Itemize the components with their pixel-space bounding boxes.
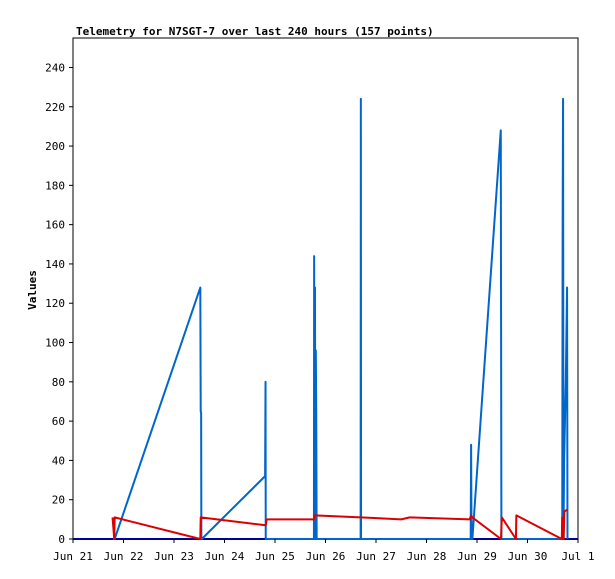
x-tick-label: Jun 29 [457, 550, 497, 563]
series-line-2 [112, 97, 569, 540]
y-tick-label: 160 [45, 219, 65, 232]
y-tick-label: 120 [45, 297, 65, 310]
x-tick-label: Jun 27 [356, 550, 396, 563]
x-tick-label: Jun 21 [53, 550, 93, 563]
x-axis: Jun 21 Jun 22 Jun 23 Jun 24 Jun 25 Jun 26 Jun … [53, 539, 595, 563]
x-tick-label: Jun 24 [205, 550, 245, 563]
y-tick-label: 20 [52, 494, 65, 507]
chart-title: Telemetry for N7SGT-7 over last 240 hour… [76, 25, 434, 38]
y-axis-label: Values [26, 270, 39, 310]
x-tick-label: Jun 23 [154, 550, 194, 563]
y-tick-label: 240 [45, 61, 65, 74]
x-tick-label: Jun 28 [407, 550, 447, 563]
y-tick-label: 200 [45, 140, 65, 153]
y-tick-label: 140 [45, 258, 65, 271]
y-tick-label: 180 [45, 179, 65, 192]
x-tick-label: Jul 1 [561, 550, 594, 563]
x-tick-label: Jun 22 [104, 550, 144, 563]
x-tick-label: Jun 25 [255, 550, 295, 563]
y-axis: 0 20 40 60 80 100 120 140 160 180 200 220 240 [45, 61, 73, 546]
y-tick-label: 60 [52, 415, 65, 428]
x-tick-label: Jun 26 [306, 550, 346, 563]
y-tick-label: 100 [45, 337, 65, 350]
y-tick-label: 220 [45, 101, 65, 114]
y-tick-label: 80 [52, 376, 65, 389]
x-tick-label: Jun 30 [508, 550, 548, 563]
y-tick-label: 40 [52, 454, 65, 467]
plot-frame [72, 37, 579, 540]
y-tick-label: 0 [58, 533, 65, 546]
series-line-3 [111, 508, 569, 540]
